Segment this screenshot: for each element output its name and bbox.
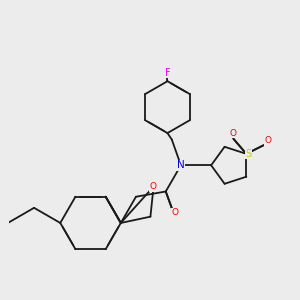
- Text: O: O: [265, 136, 272, 146]
- Text: O: O: [171, 208, 178, 217]
- Text: S: S: [245, 149, 252, 159]
- Text: O: O: [230, 129, 237, 138]
- Text: F: F: [165, 68, 170, 77]
- Text: N: N: [177, 160, 185, 170]
- Text: O: O: [149, 182, 156, 191]
